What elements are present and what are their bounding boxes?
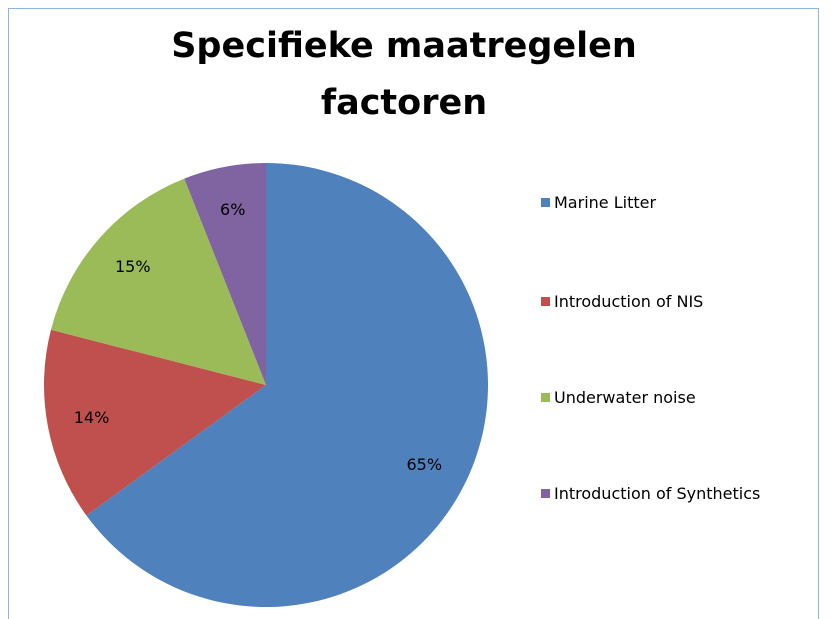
legend-swatch (541, 297, 550, 306)
legend-swatch (541, 198, 550, 207)
legend-swatch (541, 489, 550, 498)
data-label: 15% (115, 257, 151, 276)
chart-title: Specifieke maatregelen factoren (171, 26, 637, 123)
pie-slice (43, 329, 266, 516)
data-label: 14% (74, 408, 110, 427)
legend-label: Marine Litter (554, 193, 657, 212)
data-label: 65% (406, 455, 442, 474)
chart-frame (8, 8, 819, 619)
pie-slice (86, 163, 488, 608)
legend-swatch (541, 393, 550, 402)
legend-label: Introduction of NIS (554, 292, 704, 311)
data-label: 6% (220, 200, 245, 219)
legend-label: Introduction of Synthetics (554, 484, 761, 503)
pie-slice (50, 178, 267, 385)
pie-slice (184, 163, 266, 385)
legend-label: Underwater noise (554, 388, 696, 407)
